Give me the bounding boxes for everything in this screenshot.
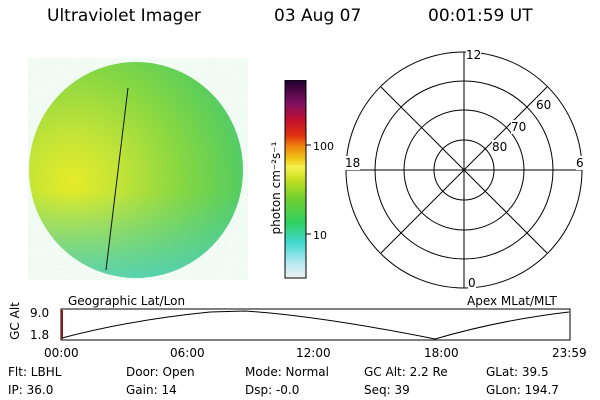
status-dsp: Dsp: -0.0: [245, 383, 300, 397]
status-gc-alt: GC Alt: 2.2 Re: [364, 365, 448, 379]
time-tick-0000: 00:00: [44, 346, 79, 360]
mlt-label-12: 12: [466, 48, 482, 62]
status-glat: GLat: 39.5: [486, 365, 549, 379]
status-glon: GLon: 194.7: [486, 383, 559, 397]
mlt-label-0: 0: [468, 276, 476, 290]
altitude-ylabel: GC Alt: [8, 302, 22, 340]
time-tick-1800: 18:00: [424, 346, 459, 360]
lat-label-60: 60: [536, 98, 552, 112]
lat-label-80: 80: [492, 140, 508, 154]
polar-projection-label: Apex MLat/MLT: [467, 294, 557, 308]
status-ip: IP: 36.0: [8, 383, 54, 397]
status-mode: Mode: Normal: [245, 365, 329, 379]
image-projection-label: Geographic Lat/Lon: [68, 294, 186, 308]
colorbar-tick-100: 100: [313, 140, 334, 153]
instrument-title: Ultraviolet Imager: [47, 6, 201, 26]
time-tick-2359: 23:59: [552, 346, 587, 360]
altitude-ytick-low: 1.8: [30, 328, 50, 342]
polar-plot: [345, 51, 583, 289]
time-tick-1200: 12:00: [296, 346, 331, 360]
lat-label-70: 70: [511, 120, 527, 134]
status-door: Door: Open: [126, 365, 195, 379]
time-label: 00:01:59 UT: [428, 6, 533, 26]
altitude-plot: [60, 308, 571, 341]
colorbar-unit-label: photon cm⁻²s⁻¹: [269, 141, 283, 235]
date-label: 03 Aug 07: [274, 6, 362, 26]
colorbar-tick-10: 10: [313, 229, 327, 242]
time-tick-0600: 06:00: [170, 346, 205, 360]
mlt-label-6: 6: [576, 156, 584, 170]
colorbar: [284, 80, 311, 279]
altitude-ytick-high: 9.0: [30, 306, 50, 320]
mlt-label-18: 18: [345, 156, 361, 170]
status-seq: Seq: 39: [364, 383, 410, 397]
status-gain: Gain: 14: [126, 383, 177, 397]
uv-image-disk: [29, 62, 243, 278]
status-filter: Flt: LBHL: [8, 365, 62, 379]
